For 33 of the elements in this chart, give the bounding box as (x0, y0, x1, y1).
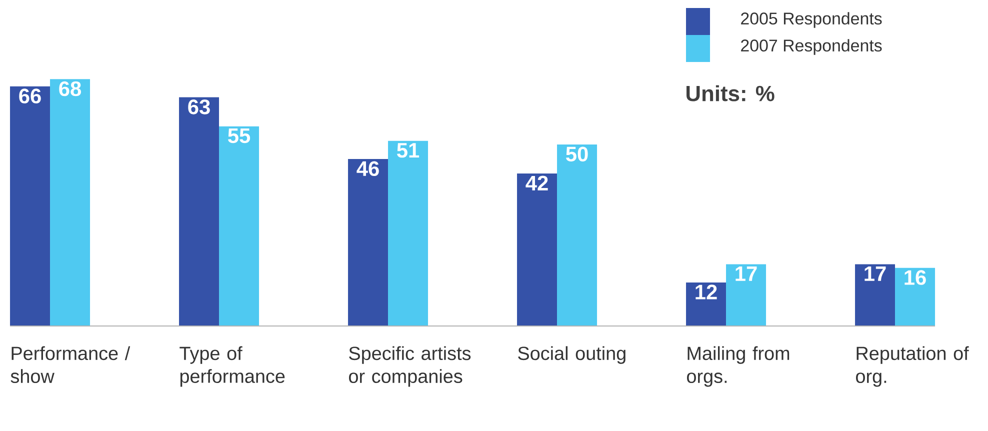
bar (557, 144, 598, 326)
bar (895, 268, 936, 326)
x-tick-label: Reputation of org. (856, 346, 969, 387)
bar (388, 140, 428, 326)
data-label: 66 (19, 88, 41, 104)
bar (50, 79, 90, 326)
data-label: 42 (526, 176, 548, 190)
annotation: Units: % (686, 85, 774, 102)
bar (726, 264, 766, 326)
data-label: 50 (566, 146, 588, 162)
bar (10, 86, 50, 326)
data-label: 55 (228, 128, 250, 144)
data-label: 68 (59, 81, 81, 96)
bar (219, 126, 260, 326)
bar (348, 159, 388, 326)
data-label: 46 (356, 161, 379, 176)
x-tick-label: Mailing from orgs. (687, 346, 790, 387)
bar (855, 264, 896, 326)
data-label: 17 (864, 266, 886, 281)
bar (686, 282, 726, 326)
legend-label: 2005 Respondents (741, 12, 882, 28)
data-label: 63 (188, 100, 210, 114)
data-label: 17 (736, 266, 757, 281)
x-tick-label: Type of performance (180, 346, 285, 387)
data-label: 16 (904, 270, 926, 285)
x-tick-label: Performance / show (10, 346, 130, 384)
data-label: 51 (397, 143, 420, 158)
x-tick-label: Specific artists or companies (349, 346, 471, 387)
bar (517, 174, 558, 326)
x-tick-label: Social outing (518, 346, 626, 364)
data-label: 12 (696, 284, 717, 300)
legend-label: 2007 Respondents (741, 39, 882, 55)
bar (179, 97, 220, 326)
